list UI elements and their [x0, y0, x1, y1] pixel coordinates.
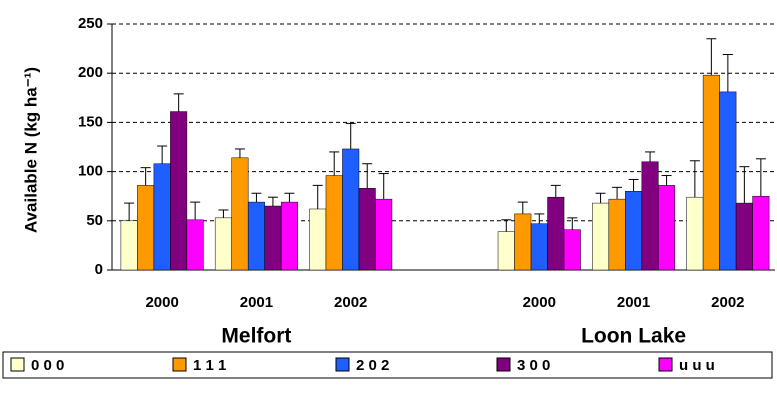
bar [686, 196, 704, 271]
bar [563, 229, 581, 271]
y-tick-label: 250 [78, 15, 103, 32]
x-tick-label: 2002 [711, 294, 744, 311]
bar [358, 188, 376, 271]
bar [153, 163, 171, 271]
x-tick-label: 2001 [617, 294, 650, 311]
x-tick-label: 2001 [240, 294, 273, 311]
bar [231, 157, 249, 271]
x-tick-label: 2000 [145, 294, 178, 311]
legend-swatch [496, 357, 511, 372]
bar [752, 195, 770, 271]
bar [342, 148, 360, 271]
bar [658, 185, 676, 271]
x-tick-label: 2000 [523, 294, 556, 311]
legend-swatch [335, 357, 350, 372]
bar [325, 175, 343, 271]
y-tick-label: 0 [95, 261, 103, 278]
y-tick-label: 50 [86, 212, 103, 229]
legend-label: 2 0 2 [356, 357, 389, 374]
y-axis-label: Available N (kg ha⁻¹) [21, 67, 40, 233]
bar [247, 201, 265, 271]
legend-swatch [658, 357, 673, 372]
bar [264, 205, 282, 271]
y-tick-label: 100 [78, 163, 103, 180]
bar [280, 201, 298, 271]
legend-label: 3 0 0 [517, 357, 550, 374]
y-tick-label: 150 [78, 113, 103, 130]
legend-label: 0 0 0 [31, 357, 64, 374]
bar [120, 220, 138, 271]
legend-swatch [172, 357, 187, 372]
x-tick-label: 2002 [334, 294, 367, 311]
bar [137, 185, 155, 271]
bar [497, 231, 515, 271]
bar [375, 198, 393, 271]
bar [547, 196, 565, 271]
bar [530, 223, 548, 271]
group-label: Melfort [221, 325, 291, 348]
bar [608, 198, 626, 271]
legend-label: u u u [679, 357, 715, 374]
bar [625, 191, 643, 271]
bar [186, 219, 204, 271]
bar [719, 91, 737, 271]
group-label: Loon Lake [581, 325, 686, 348]
legend-label: 1 1 1 [193, 357, 226, 374]
bar [309, 208, 327, 271]
bar [702, 74, 720, 271]
bar [214, 217, 232, 271]
legend-swatch [10, 357, 25, 372]
bar [514, 213, 532, 271]
bar [641, 161, 659, 271]
bar [592, 202, 610, 271]
bar [735, 202, 753, 271]
y-tick-label: 200 [78, 64, 103, 81]
bar [170, 111, 188, 271]
legend [2, 351, 773, 379]
